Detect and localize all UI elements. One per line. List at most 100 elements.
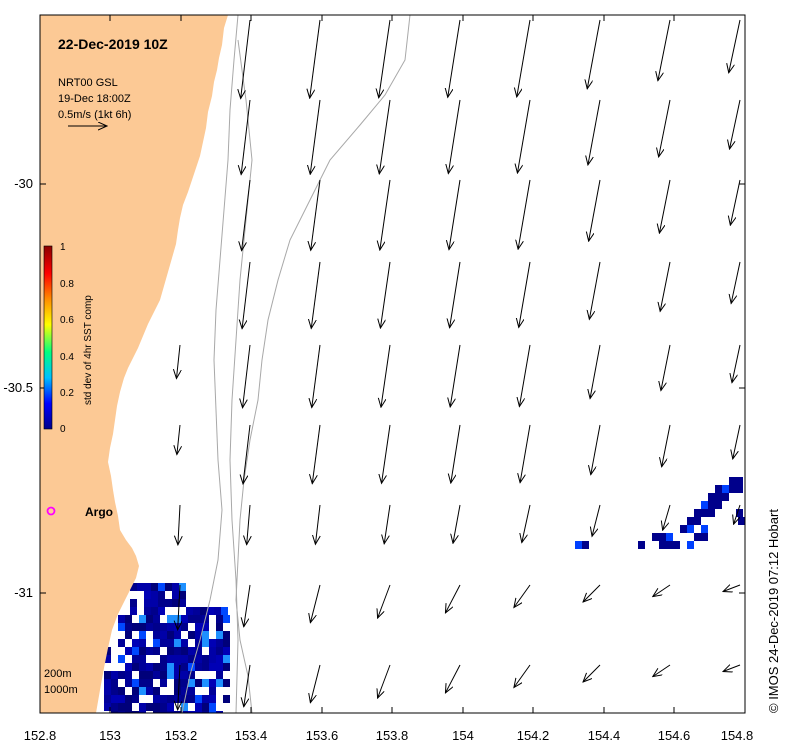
sst-cell [125,615,132,623]
current-vector [583,664,601,682]
current-vector [450,261,461,328]
current-vector [591,424,601,475]
lon-tick-label: 154.2 [517,728,550,743]
lon-tick-label: 154.4 [588,728,621,743]
sst-cell [146,703,153,711]
sst-cell [216,615,223,623]
sst-cell [195,711,202,713]
sst-cell [188,615,195,623]
sst-cell [202,711,209,713]
sst-cell [216,711,223,713]
sst-cell [659,541,666,549]
sst-cell [151,599,158,607]
sst-cell [167,663,174,671]
sst-cell [209,647,216,655]
sst-cell [132,679,139,687]
sst-cell [223,647,230,655]
sst-cell [216,671,223,679]
sst-cell [223,695,230,703]
sst-cell [132,655,139,663]
sst-cell [223,615,230,623]
current-vector [312,424,321,484]
sst-cell [132,711,139,713]
isobath-200m [181,15,239,713]
sst-cell [179,583,186,591]
current-vector [241,19,251,98]
sst-cell [195,647,202,655]
sst-cell [104,655,111,663]
argo-float-marker[interactable] [46,506,56,516]
sst-cell [174,647,181,655]
sst-cell [181,639,188,647]
current-vector [592,504,601,536]
sst-cell [144,583,151,591]
sst-cell [209,679,216,687]
sst-cell [160,631,167,639]
sst-cell [638,541,645,549]
sst-cell [715,501,722,509]
sst-cell [153,639,160,647]
lon-tick-label: 153.2 [165,728,198,743]
sst-cell [167,623,174,631]
sst-cell [118,711,125,713]
lon-tick-label: 154.8 [721,728,754,743]
current-vector [379,99,391,174]
sst-cell [167,655,174,663]
current-vector [518,179,531,249]
sst-cell [153,615,160,623]
sst-cell [195,663,202,671]
sst-cell [158,591,165,599]
sst-cell [181,663,188,671]
colorbar-title: std dev of 4hr SST comp [83,295,94,405]
legend-line-scale: 0.5m/s (1kt 6h) [58,109,131,121]
sst-cell [104,687,111,695]
current-vector [310,99,321,174]
sst-cell [125,631,132,639]
sst-cell [687,525,694,533]
current-vector [514,664,531,687]
sst-cell [153,711,160,713]
sst-cell [118,655,125,663]
sst-cell [694,517,701,525]
current-vector [663,504,671,530]
current-vector [660,261,671,311]
current-vector [729,19,741,73]
sst-cell [153,631,160,639]
sst-cell [701,525,708,533]
sst-cell [118,671,125,679]
sst-cell [130,599,137,607]
sst-cell [167,639,174,647]
sst-cell [132,687,139,695]
current-vector [517,99,531,173]
current-vector [731,261,741,303]
sst-cell [708,493,715,501]
sst-cell [153,687,160,695]
sst-cell [125,711,132,713]
sst-cell [118,639,125,647]
sst-cell [216,647,223,655]
sst-cell [188,663,195,671]
colorbar-tick-label: 0.2 [60,388,74,399]
sst-cell [209,703,216,711]
sst-cell [209,639,216,647]
sst-cell [652,533,659,541]
sst-cell [202,695,209,703]
sst-cell [132,623,139,631]
sst-cell [202,631,209,639]
sst-cell [118,615,125,623]
sst-cell [680,525,687,533]
sst-cell [216,631,223,639]
sst-cell [701,533,708,541]
sst-cell [216,623,223,631]
contour-label-1000m: 1000m [44,684,78,696]
sst-cell [132,639,139,647]
contour-label-200m: 200m [44,668,72,680]
current-vector [177,424,180,455]
sst-cell [151,591,158,599]
sst-cell [111,695,118,703]
current-vector [247,504,250,545]
lon-tick-label: 153.8 [376,728,409,743]
sst-cell [181,655,188,663]
y-axis-labels: -30 -30.5 -31 [3,176,33,600]
lon-tick-label: 154.6 [658,728,691,743]
